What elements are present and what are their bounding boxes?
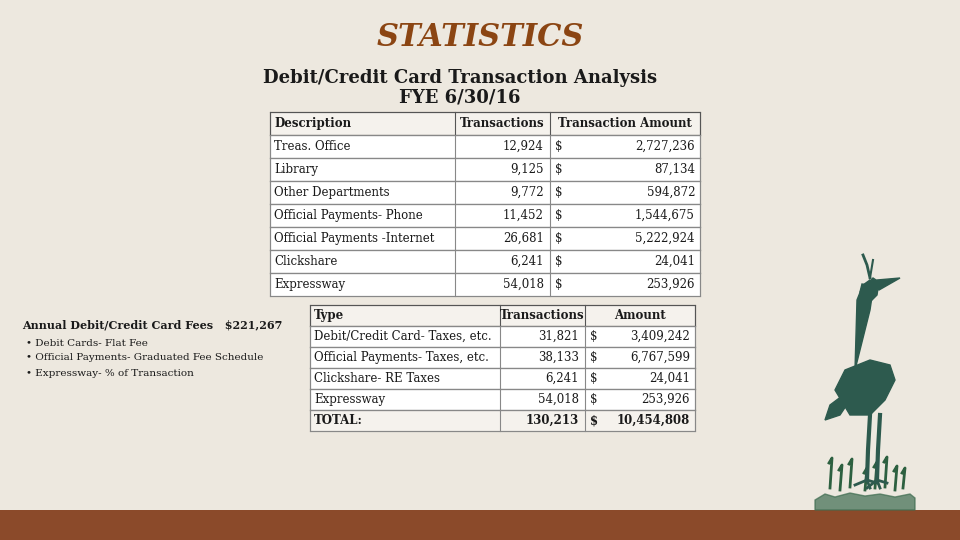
Text: $: $ (555, 140, 563, 153)
Text: • Expressway- % of Transaction: • Expressway- % of Transaction (26, 368, 194, 377)
Text: 54,018: 54,018 (538, 393, 579, 406)
Text: Transaction Amount: Transaction Amount (558, 117, 692, 130)
Text: $: $ (590, 393, 597, 406)
Text: • Debit Cards- Flat Fee: • Debit Cards- Flat Fee (26, 339, 148, 348)
Text: Expressway: Expressway (314, 393, 385, 406)
Text: $: $ (555, 209, 563, 222)
Text: 6,241: 6,241 (545, 372, 579, 385)
Text: Debit/Credit Card- Taxes, etc.: Debit/Credit Card- Taxes, etc. (314, 330, 492, 343)
Text: 130,213: 130,213 (526, 414, 579, 427)
Text: 12,924: 12,924 (503, 140, 544, 153)
Text: 54,018: 54,018 (503, 278, 544, 291)
Bar (270, 273, 700, 296)
Text: 2,727,236: 2,727,236 (636, 140, 695, 153)
Text: 26,681: 26,681 (503, 232, 544, 245)
Text: $: $ (590, 372, 597, 385)
Text: 87,134: 87,134 (654, 163, 695, 176)
Text: Description: Description (274, 117, 351, 130)
Text: 6,241: 6,241 (511, 255, 544, 268)
Bar (310, 389, 695, 410)
Text: 11,452: 11,452 (503, 209, 544, 222)
Text: 594,872: 594,872 (646, 186, 695, 199)
Polygon shape (825, 390, 850, 420)
Text: $: $ (555, 255, 563, 268)
Text: Debit/Credit Card Transaction Analysis: Debit/Credit Card Transaction Analysis (263, 69, 657, 87)
Bar (310, 305, 695, 326)
Bar (270, 250, 700, 273)
Polygon shape (835, 360, 895, 415)
Text: Treas. Office: Treas. Office (274, 140, 350, 153)
Bar (270, 158, 700, 181)
Text: $: $ (555, 186, 563, 199)
Text: Official Payments- Phone: Official Payments- Phone (274, 209, 422, 222)
Text: 253,926: 253,926 (641, 393, 690, 406)
Text: 9,125: 9,125 (511, 163, 544, 176)
Text: Type: Type (314, 309, 345, 322)
Text: $: $ (555, 278, 563, 291)
Text: $: $ (590, 330, 597, 343)
Text: • Official Payments- Graduated Fee Schedule: • Official Payments- Graduated Fee Sched… (26, 354, 263, 362)
Text: Amount: Amount (614, 309, 666, 322)
Bar (310, 368, 695, 389)
Bar (310, 410, 695, 431)
Text: 1,544,675: 1,544,675 (636, 209, 695, 222)
Text: 38,133: 38,133 (538, 351, 579, 364)
Text: FYE 6/30/16: FYE 6/30/16 (399, 89, 520, 107)
Text: Clickshare- RE Taxes: Clickshare- RE Taxes (314, 372, 440, 385)
Bar (270, 135, 700, 158)
Text: TOTAL:: TOTAL: (314, 414, 363, 427)
Text: $: $ (555, 232, 563, 245)
Text: Official Payments- Taxes, etc.: Official Payments- Taxes, etc. (314, 351, 489, 364)
Text: STATISTICS: STATISTICS (376, 23, 584, 53)
Text: 3,409,242: 3,409,242 (631, 330, 690, 343)
Text: Other Departments: Other Departments (274, 186, 390, 199)
Text: 9,772: 9,772 (511, 186, 544, 199)
Text: $: $ (590, 351, 597, 364)
Text: Annual Debit/Credit Card Fees   $221,267: Annual Debit/Credit Card Fees $221,267 (22, 320, 282, 330)
Polygon shape (815, 493, 915, 510)
Bar (270, 227, 700, 250)
Text: Expressway: Expressway (274, 278, 346, 291)
Bar (310, 347, 695, 368)
Bar (0, 510, 960, 540)
Polygon shape (860, 278, 879, 302)
Polygon shape (855, 280, 873, 370)
Bar (270, 112, 700, 135)
Polygon shape (875, 278, 900, 290)
Text: 31,821: 31,821 (539, 330, 579, 343)
Bar (270, 204, 700, 227)
Text: Transactions: Transactions (460, 117, 545, 130)
Text: $: $ (555, 163, 563, 176)
Text: Library: Library (274, 163, 318, 176)
Text: 24,041: 24,041 (649, 372, 690, 385)
Text: 5,222,924: 5,222,924 (636, 232, 695, 245)
Text: 10,454,808: 10,454,808 (616, 414, 690, 427)
Text: Transactions: Transactions (500, 309, 585, 322)
Bar (310, 326, 695, 347)
Text: $: $ (590, 414, 598, 427)
Bar (270, 181, 700, 204)
Text: Clickshare: Clickshare (274, 255, 337, 268)
Text: 24,041: 24,041 (654, 255, 695, 268)
Text: 253,926: 253,926 (646, 278, 695, 291)
Text: 6,767,599: 6,767,599 (630, 351, 690, 364)
Text: Official Payments -Internet: Official Payments -Internet (274, 232, 434, 245)
